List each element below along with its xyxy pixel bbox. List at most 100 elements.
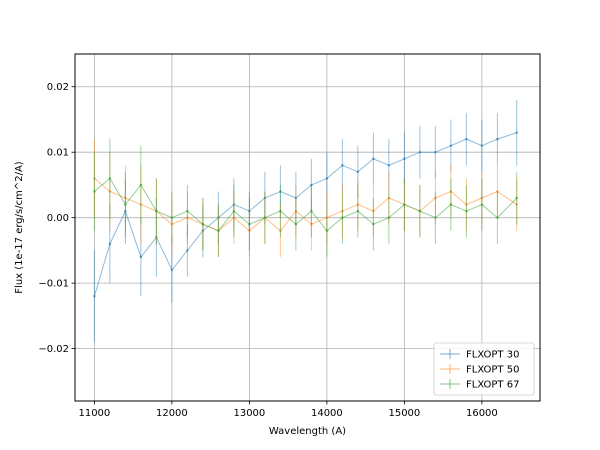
data-point	[325, 177, 329, 180]
data-point	[449, 190, 453, 193]
data-point	[310, 223, 313, 226]
data-point	[279, 209, 282, 213]
legend: FLXOPT 30 FLXOPT 50 FLXOPT 67	[433, 342, 535, 396]
data-point	[201, 223, 205, 226]
data-point	[93, 177, 96, 180]
legend-entry: FLXOPT 50	[440, 364, 519, 376]
x-tick-label: 14000	[311, 408, 343, 419]
data-point	[434, 196, 437, 200]
data-point	[372, 223, 375, 226]
legend-box	[433, 342, 535, 396]
data-point	[387, 216, 391, 219]
data-point	[449, 144, 453, 147]
x-axis-label: Wavelength (A)	[269, 426, 346, 437]
y-tick-label: −0.01	[38, 279, 69, 290]
legend-label: FLXOPT 67	[466, 380, 519, 391]
data-point	[108, 190, 112, 193]
data-point	[496, 216, 499, 219]
legend-label: FLXOPT 30	[466, 350, 519, 361]
x-tick-label: 15000	[388, 408, 420, 419]
legend-entry: FLXOPT 67	[440, 379, 519, 391]
data-point	[465, 137, 468, 141]
data-point	[356, 170, 360, 174]
data-point	[217, 229, 220, 232]
y-tick-label: −0.02	[38, 344, 69, 355]
data-point	[310, 209, 313, 213]
data-point	[201, 229, 205, 232]
axes-frame	[74, 53, 541, 402]
data-point	[108, 242, 112, 246]
data-point	[263, 196, 267, 200]
data-point	[248, 209, 251, 213]
data-point	[232, 203, 236, 206]
data-point	[496, 190, 499, 193]
data-point	[418, 209, 422, 213]
data-point	[515, 131, 518, 134]
series-line	[94, 177, 518, 232]
x-tick-label: 12000	[156, 408, 188, 419]
data-point	[325, 216, 329, 219]
data-point	[186, 216, 189, 219]
data-point	[418, 151, 422, 154]
data-point	[170, 223, 174, 226]
data-point	[294, 196, 298, 200]
data-point	[515, 203, 518, 206]
data-point	[93, 190, 96, 193]
data-point	[480, 144, 484, 147]
data-point	[372, 209, 375, 213]
data-point	[232, 209, 236, 213]
data-point	[403, 157, 406, 160]
data-point	[248, 229, 251, 232]
data-point	[515, 196, 518, 200]
ticks: 11000 12000 13000 14000 15000 16000 −0.02 −0.01…	[38, 82, 497, 419]
data-point	[279, 190, 282, 193]
data-point	[325, 229, 329, 232]
data-point	[356, 209, 360, 213]
data-series	[93, 99, 518, 343]
x-tick-label: 13000	[233, 408, 265, 419]
data-point	[124, 209, 127, 213]
data-point	[341, 216, 344, 219]
data-point	[217, 216, 220, 219]
y-tick-label: 0.01	[47, 148, 69, 159]
x-tick-label: 16000	[466, 408, 498, 419]
data-point	[232, 216, 236, 219]
x-tick-label: 11000	[78, 408, 110, 419]
data-point	[480, 196, 484, 200]
data-point	[294, 223, 298, 226]
y-tick-label: 0.02	[47, 82, 69, 93]
data-point	[124, 196, 127, 200]
data-point	[356, 203, 360, 206]
data-point	[387, 164, 391, 167]
data-point	[139, 183, 143, 187]
data-point	[124, 203, 127, 206]
data-point	[279, 229, 282, 232]
data-point	[403, 203, 406, 206]
data-point	[170, 216, 174, 219]
data-point	[186, 209, 189, 213]
data-point	[496, 137, 499, 141]
data-point	[155, 209, 158, 213]
data-point	[155, 236, 158, 239]
data-point	[465, 203, 468, 206]
data-point	[186, 249, 189, 252]
data-point	[108, 177, 112, 180]
data-point	[341, 164, 344, 167]
y-axis-label: Flux (1e-17 erg/s/cm^2/A)	[14, 161, 25, 293]
y-tick-label: 0.00	[47, 213, 69, 224]
data-point	[170, 268, 174, 272]
data-point	[263, 216, 267, 219]
data-point	[434, 216, 437, 219]
data-point	[387, 196, 391, 200]
data-point	[139, 203, 143, 206]
data-point	[449, 203, 453, 206]
data-point	[294, 209, 298, 213]
data-point	[434, 151, 437, 154]
series-line	[93, 132, 517, 297]
data-point	[372, 157, 375, 160]
series-2	[93, 139, 518, 257]
data-point	[341, 209, 344, 213]
data-point	[248, 223, 251, 226]
data-point	[93, 295, 96, 298]
